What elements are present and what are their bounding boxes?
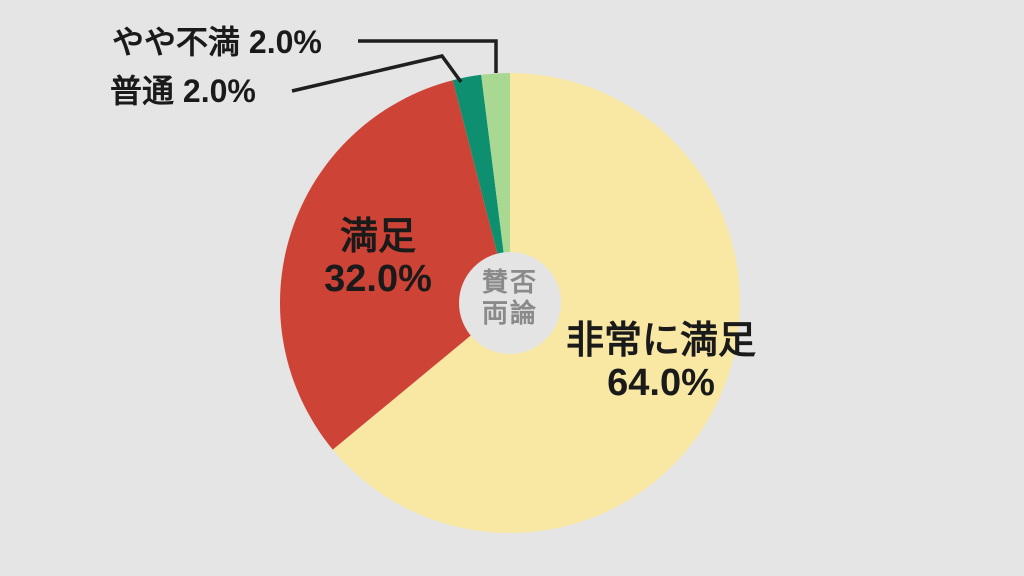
slice-percent: 2.0% [182, 73, 256, 109]
slice-label-satisfied: 満足 32.0% [324, 216, 432, 300]
slice-name: やや不満 [112, 24, 241, 60]
slice-percent: 2.0% [248, 24, 322, 60]
leader-line-slightly-dissatisfied [358, 39, 498, 73]
slice-percent: 32.0% [324, 258, 432, 300]
slice-name: 満足 [339, 216, 416, 258]
leader-line-neutral [291, 54, 463, 93]
slice-percent: 64.0% [607, 362, 715, 404]
pie-slice-neutral [452, 74, 510, 303]
donut-hole [459, 252, 561, 354]
slice-name: 非常に満足 [565, 320, 757, 362]
pie-slice-slightly-dissatisfied [481, 73, 510, 303]
center-label-line1: 賛否 [481, 267, 539, 297]
donut-center-label: 賛否 両論 [482, 267, 538, 329]
slice-label-neutral: 普通 2.0% [110, 73, 256, 109]
center-label-line2: 両論 [481, 298, 539, 328]
slice-label-very-satisfied: 非常に満足 64.0% [566, 320, 756, 404]
pie-slice-satisfied [279, 80, 510, 450]
slice-name: 普通 [110, 73, 175, 109]
slice-label-slightly-dissatisfied: やや不満 2.0% [112, 24, 322, 60]
